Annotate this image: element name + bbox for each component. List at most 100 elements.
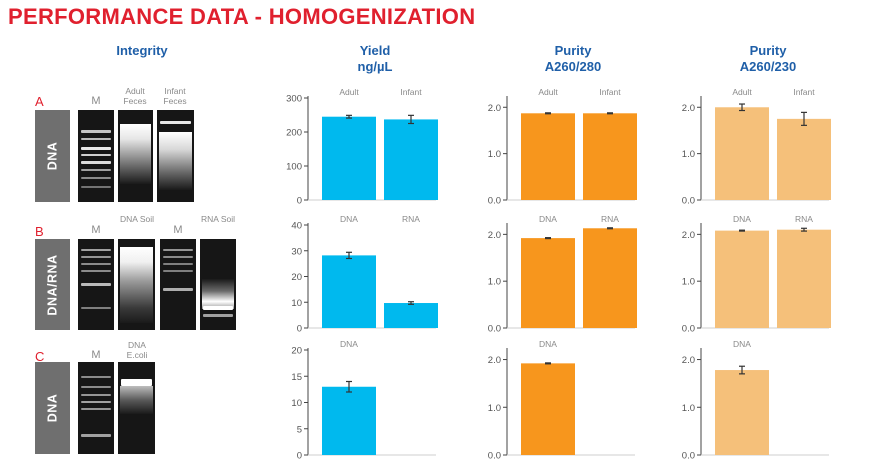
gel-a-marker-lane (78, 110, 114, 202)
chart-a-p230: 0.0 1.0 2.0 Adult Infant (682, 87, 831, 207)
chart-b-p230: 0.0 1.0 2.0 DNA RNA (682, 214, 831, 335)
y-tick-label: 0.0 (682, 324, 695, 335)
page-title: PERFORMANCE DATA - HOMOGENIZATION (8, 4, 476, 29)
header-purity-280: Purity A260/280 (518, 43, 628, 75)
row-a-label-block: DNA (35, 110, 70, 202)
y-tick-label: 0.0 (682, 196, 695, 207)
row-a-letter: A (35, 94, 44, 109)
y-tick-label: 20 (291, 346, 302, 357)
gel-c-marker-lane (78, 362, 114, 454)
chart-c-yield: 0 5 10 15 20 DNA (291, 339, 436, 462)
bar-adult (715, 107, 769, 200)
chart-b-p280: 0.0 1.0 2.0 DNA RNA (488, 214, 637, 335)
gel-a-infant-label: Infant Feces (163, 86, 187, 106)
category-label: DNA (340, 339, 358, 349)
y-tick-label: 10 (291, 398, 302, 409)
header-purity-230-line1: Purity (749, 43, 787, 58)
gel-a-marker-label: M (91, 95, 101, 107)
header-yield-line1: Yield (359, 43, 391, 58)
gel-a-adult-lane (118, 110, 153, 202)
category-label: RNA (795, 214, 813, 224)
category-label: Adult (538, 87, 558, 97)
bar-infant (777, 118, 831, 200)
gel-a-infant-lane (157, 110, 194, 202)
y-tick-label: 20 (291, 272, 302, 283)
y-tick-label: 1.0 (682, 403, 695, 414)
y-tick-label: 1.0 (488, 277, 501, 288)
bar-dna (322, 386, 376, 455)
y-tick-label: 0.0 (488, 451, 501, 462)
row-b-letter: B (35, 224, 44, 239)
category-label: Adult (732, 87, 752, 97)
chart-b-yield: 0 10 20 30 40 DNA RNA (291, 214, 438, 335)
header-yield: Yield ng/µL (325, 43, 425, 75)
bar-dna (322, 255, 376, 328)
gel-c-dna-lane (118, 362, 155, 454)
y-tick-label: 0.0 (488, 324, 501, 335)
y-tick-label: 40 (291, 221, 302, 232)
bar-dna (521, 238, 575, 328)
y-tick-label: 200 (286, 128, 302, 139)
y-tick-label: 0 (297, 451, 302, 462)
header-yield-line2: ng/µL (357, 59, 393, 74)
y-tick-label: 15 (291, 372, 302, 383)
y-tick-label: 30 (291, 246, 302, 257)
header-purity-230: Purity A260/230 (713, 43, 823, 75)
bar-dna (715, 230, 769, 328)
gel-b-dna-lane (118, 239, 155, 330)
category-label: Infant (793, 87, 815, 97)
header-purity-280-line2: A260/280 (544, 59, 602, 74)
category-label: RNA (601, 214, 619, 224)
category-label: DNA (340, 214, 358, 224)
y-tick-label: 2.0 (682, 230, 695, 241)
y-tick-label: 2.0 (682, 355, 695, 366)
bar-rna (384, 303, 438, 328)
gel-a-adult-label: Adult Feces (123, 86, 147, 106)
gel-b-dna-label: DNA Soil (119, 214, 154, 224)
bar-infant (583, 113, 637, 200)
header-purity-230-line2: A260/230 (739, 59, 797, 74)
gel-b-marker1-lane (78, 239, 114, 330)
gel-b-marker2-label: M (173, 224, 183, 236)
bar-rna (777, 229, 831, 328)
gel-b-rna-lane (200, 239, 236, 330)
y-tick-label: 0 (297, 196, 302, 207)
y-tick-label: 2.0 (488, 230, 501, 241)
chart-a-p280: 0.0 1.0 2.0 Adult Infant (488, 87, 637, 207)
y-tick-label: 1.0 (682, 149, 695, 160)
category-label: Adult (339, 87, 359, 97)
y-tick-label: 0.0 (488, 196, 501, 207)
y-tick-label: 5 (297, 424, 302, 435)
gel-c-marker-label: M (91, 349, 101, 361)
category-label: DNA (539, 214, 557, 224)
y-tick-label: 2.0 (488, 103, 501, 114)
category-label: DNA (733, 214, 751, 224)
bar-adult (521, 113, 575, 200)
y-tick-label: 300 (286, 94, 302, 105)
y-tick-label: 0 (297, 324, 302, 335)
category-label: DNA (539, 339, 557, 349)
y-tick-label: 100 (286, 162, 302, 173)
chart-c-p230: 0.0 1.0 2.0 DNA (682, 339, 829, 462)
gel-b-marker1-label: M (91, 224, 101, 236)
y-tick-label: 10 (291, 298, 302, 309)
bar-infant (384, 119, 438, 200)
category-label: Infant (599, 87, 621, 97)
y-tick-label: 1.0 (682, 277, 695, 288)
category-label: Infant (400, 87, 422, 97)
chart-c-p280: 0.0 1.0 2.0 DNA (488, 339, 635, 462)
gel-b-marker2-lane (160, 239, 196, 330)
category-label: DNA (733, 339, 751, 349)
row-c-letter: C (35, 349, 45, 364)
bar-rna (583, 228, 637, 328)
bar-dna (715, 370, 769, 455)
bar-adult (322, 116, 376, 200)
category-label: RNA (402, 214, 420, 224)
y-tick-label: 2.0 (682, 103, 695, 114)
y-tick-label: 0.0 (682, 451, 695, 462)
y-tick-label: 2.0 (488, 355, 501, 366)
bar-dna (521, 363, 575, 455)
header-purity-280-line1: Purity (554, 43, 592, 58)
row-c-label-block: DNA (35, 362, 70, 454)
